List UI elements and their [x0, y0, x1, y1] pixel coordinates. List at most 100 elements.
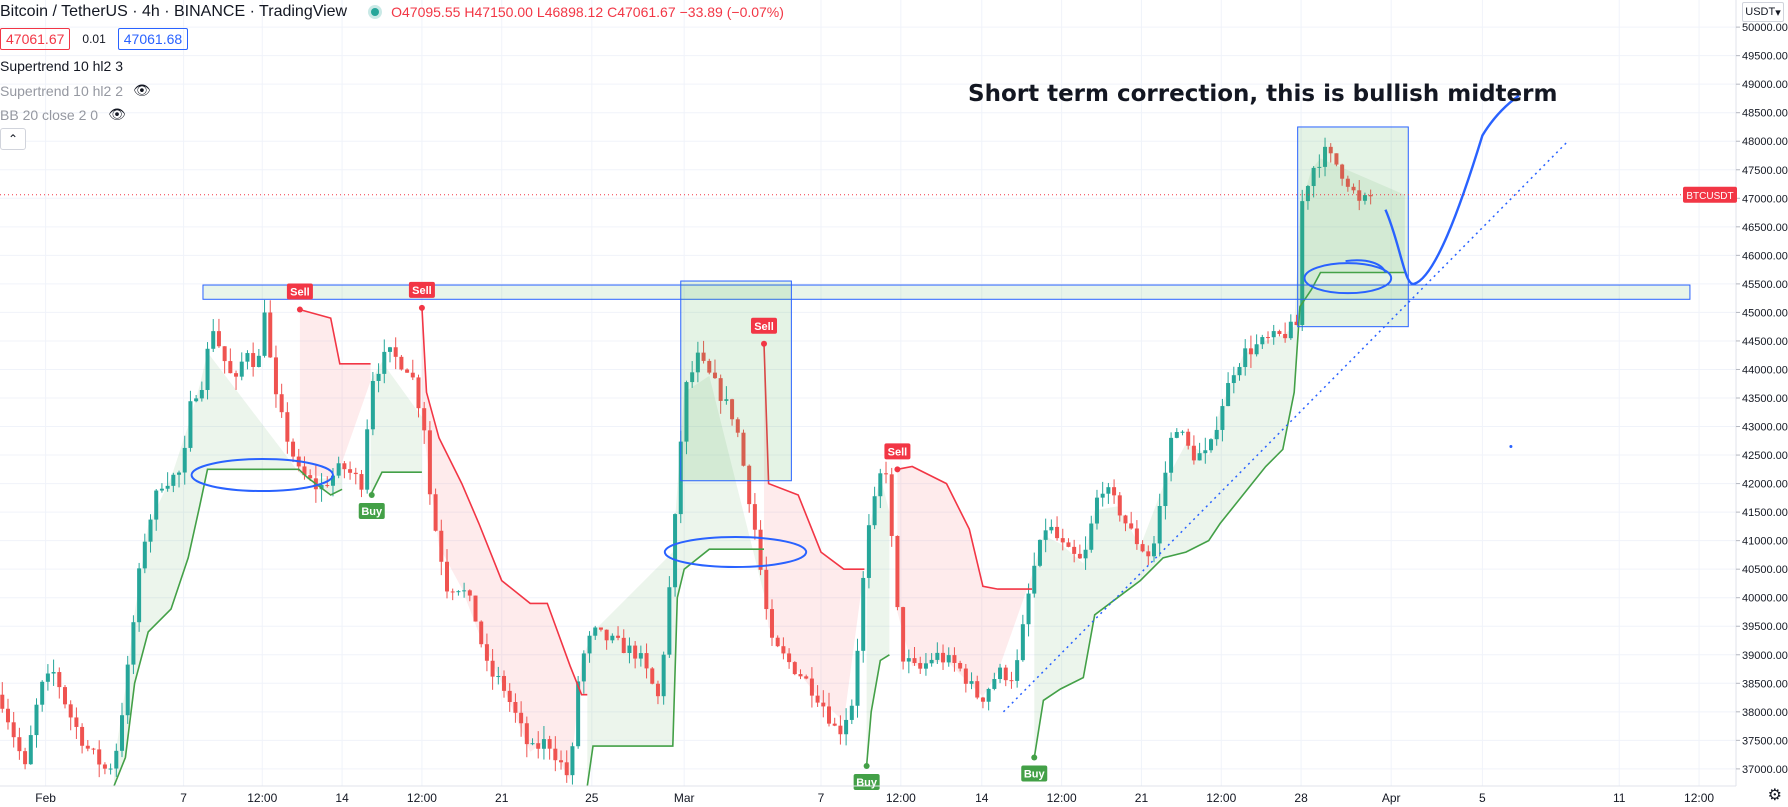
- candle-body: [1043, 530, 1048, 540]
- candle-body: [969, 681, 974, 684]
- candle-body: [1015, 660, 1020, 681]
- candle-body: [1248, 348, 1253, 355]
- spread-value: 0.01: [82, 32, 106, 46]
- y-tick-label: 41000.00: [1742, 536, 1788, 548]
- candle-body: [655, 683, 660, 697]
- candle-body: [1197, 453, 1202, 461]
- candle-body: [439, 530, 444, 562]
- supertrend-up-line: [586, 548, 764, 787]
- sell-marker: Sell: [286, 283, 313, 313]
- x-tick-label: 7: [180, 791, 187, 805]
- candle-body: [445, 561, 449, 592]
- candle-body: [1277, 331, 1282, 334]
- y-tick-label: 40500.00: [1742, 564, 1788, 576]
- candle-body: [650, 668, 655, 684]
- candle-body: [1089, 523, 1094, 550]
- marker-label: Sell: [412, 285, 432, 297]
- candle-body: [963, 668, 968, 684]
- candle-body: [365, 429, 370, 490]
- x-tick-label: Apr: [1382, 791, 1401, 805]
- candle-body: [120, 715, 125, 751]
- marker-dot: [863, 763, 870, 770]
- supertrend-down-line: [421, 306, 588, 696]
- candle-body: [496, 675, 501, 677]
- candle-body: [1340, 164, 1345, 179]
- trade-row: 47061.67 0.01 47061.68: [0, 28, 189, 50]
- x-tick-label: 25: [585, 791, 599, 805]
- candle-body: [998, 667, 1003, 680]
- candle-body: [234, 373, 239, 377]
- candle-body: [844, 719, 849, 735]
- candle-body: [1271, 331, 1276, 338]
- candle-body: [1009, 680, 1014, 682]
- candle-body: [690, 372, 695, 383]
- supertrend-fill: [421, 306, 588, 781]
- candle-body: [1083, 549, 1088, 559]
- y-tick-label: 46000.00: [1742, 250, 1788, 262]
- candle-body: [137, 568, 142, 623]
- candle-body: [473, 595, 478, 622]
- candle-body: [1117, 495, 1122, 516]
- currency-selector[interactable]: USDT ▾: [1742, 2, 1784, 22]
- indicator-supertrend-3[interactable]: Supertrend 10 hl2 3: [0, 58, 123, 74]
- x-tick-label: 12:00: [407, 791, 437, 805]
- x-tick-label: 7: [818, 791, 825, 805]
- candle-body: [1317, 166, 1322, 168]
- candle-body: [866, 525, 871, 578]
- indicator-supertrend-2[interactable]: Supertrend 10 hl2 2 👁: [0, 82, 151, 99]
- time-axis[interactable]: Feb 7 12:00 14 12:00 21 25 Mar 7 12:00 14 12:00 21 12…: [0, 785, 1736, 805]
- y-tick-label: 47500.00: [1742, 165, 1788, 177]
- y-tick-label: 41500.00: [1742, 507, 1788, 519]
- candle-body: [838, 725, 843, 735]
- indicator-bb[interactable]: BB 20 close 2 0 👁: [0, 106, 126, 123]
- candle-body: [530, 743, 535, 745]
- symbol-tag: BTCUSDT: [1686, 191, 1733, 202]
- candle-body: [1026, 593, 1031, 625]
- y-tick-label: 49000.00: [1742, 79, 1788, 91]
- candle-body: [5, 708, 10, 723]
- candle-body: [393, 347, 398, 357]
- symbol-title[interactable]: Bitcoin / TetherUS · 4h · BINANCE · Trad…: [0, 3, 348, 20]
- chevron-up-icon[interactable]: ⌃: [0, 128, 26, 150]
- candle-body: [752, 504, 757, 530]
- eye-off-icon[interactable]: 👁: [108, 106, 126, 122]
- candle-body: [11, 722, 16, 738]
- eye-off-icon[interactable]: 👁: [132, 82, 151, 98]
- candle-body: [1214, 429, 1219, 440]
- y-tick-label: 46500.00: [1742, 222, 1788, 234]
- sell-price-button[interactable]: 47061.67: [0, 28, 71, 50]
- buy-price-button[interactable]: 47061.68: [117, 28, 189, 50]
- y-tick-label: 43500.00: [1742, 393, 1788, 405]
- buy-marker: Buy: [358, 492, 385, 519]
- price-axis[interactable]: 37000.00 37500.00 38000.00 38500.00 39000.00…: [0, 0, 1788, 786]
- sell-marker: Sell: [408, 281, 435, 311]
- candle-body: [684, 382, 689, 442]
- candle-body: [1180, 431, 1185, 433]
- candle-body: [1351, 186, 1356, 191]
- candle-body: [85, 745, 90, 749]
- candle-body: [97, 749, 102, 765]
- marker-dot: [761, 340, 768, 347]
- candle-body: [479, 621, 484, 645]
- highlight-ellipse: [1303, 262, 1393, 295]
- candle-body: [581, 653, 586, 682]
- candle-body: [1037, 539, 1042, 566]
- candle-body: [730, 399, 735, 420]
- candle-body: [855, 650, 860, 706]
- candle-body: [188, 401, 193, 448]
- change-value: −33.89 (−0.07%): [679, 4, 784, 20]
- candle-body: [798, 674, 803, 677]
- candle-body: [667, 587, 672, 655]
- candle-body: [1140, 544, 1145, 552]
- candle-body: [587, 635, 592, 654]
- close-value: C47061.67: [607, 4, 676, 20]
- candle-body: [941, 652, 946, 663]
- user-drawings[interactable]: [190, 94, 1691, 713]
- candle-body: [450, 591, 455, 593]
- candle-body: [1266, 337, 1271, 339]
- candle-body: [211, 331, 216, 349]
- gear-icon[interactable]: ⚙: [1767, 787, 1782, 804]
- symbol-header: Bitcoin / TetherUS · 4h · BINANCE · Trad…: [0, 0, 788, 24]
- candle-body: [809, 678, 814, 696]
